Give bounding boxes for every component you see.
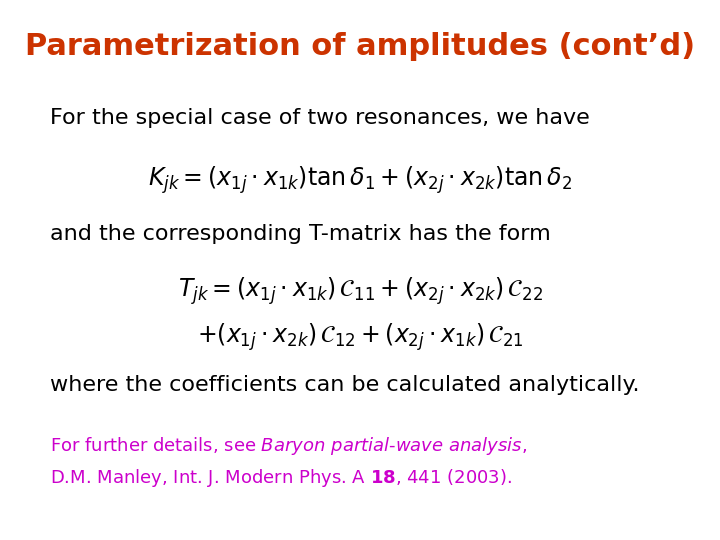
Text: Parametrization of amplitudes (cont’d): Parametrization of amplitudes (cont’d) (25, 32, 695, 62)
Text: $T_{jk} = (x_{1j} \cdot x_{1k})\,\mathcal{C}_{11} + (x_{2j} \cdot x_{2k})\,\math: $T_{jk} = (x_{1j} \cdot x_{1k})\,\mathca… (178, 275, 542, 307)
Text: and the corresponding T-matrix has the form: and the corresponding T-matrix has the f… (50, 224, 551, 244)
Text: D.M. Manley, Int. J. Modern Phys. A $\mathbf{18}$, 441 (2003).: D.M. Manley, Int. J. Modern Phys. A $\ma… (50, 467, 513, 489)
Text: For the special case of two resonances, we have: For the special case of two resonances, … (50, 108, 590, 128)
Text: where the coefficients can be calculated analytically.: where the coefficients can be calculated… (50, 375, 640, 395)
Text: For further details, see $\it{Baryon\ partial}$-$\it{wave\ analysis}$,: For further details, see $\it{Baryon\ pa… (50, 435, 528, 457)
Text: $K_{jk} = (x_{1j} \cdot x_{1k})\tan\delta_1 + (x_{2j} \cdot x_{2k})\tan\delta_2$: $K_{jk} = (x_{1j} \cdot x_{1k})\tan\delt… (148, 165, 572, 197)
Text: $+ (x_{1j} \cdot x_{2k})\,\mathcal{C}_{12} + (x_{2j} \cdot x_{1k})\,\mathcal{C}_: $+ (x_{1j} \cdot x_{2k})\,\mathcal{C}_{1… (197, 321, 523, 353)
